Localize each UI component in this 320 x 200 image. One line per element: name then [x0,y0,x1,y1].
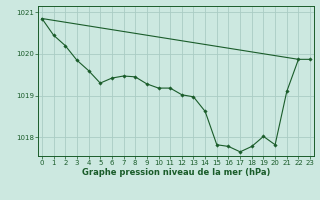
X-axis label: Graphe pression niveau de la mer (hPa): Graphe pression niveau de la mer (hPa) [82,168,270,177]
